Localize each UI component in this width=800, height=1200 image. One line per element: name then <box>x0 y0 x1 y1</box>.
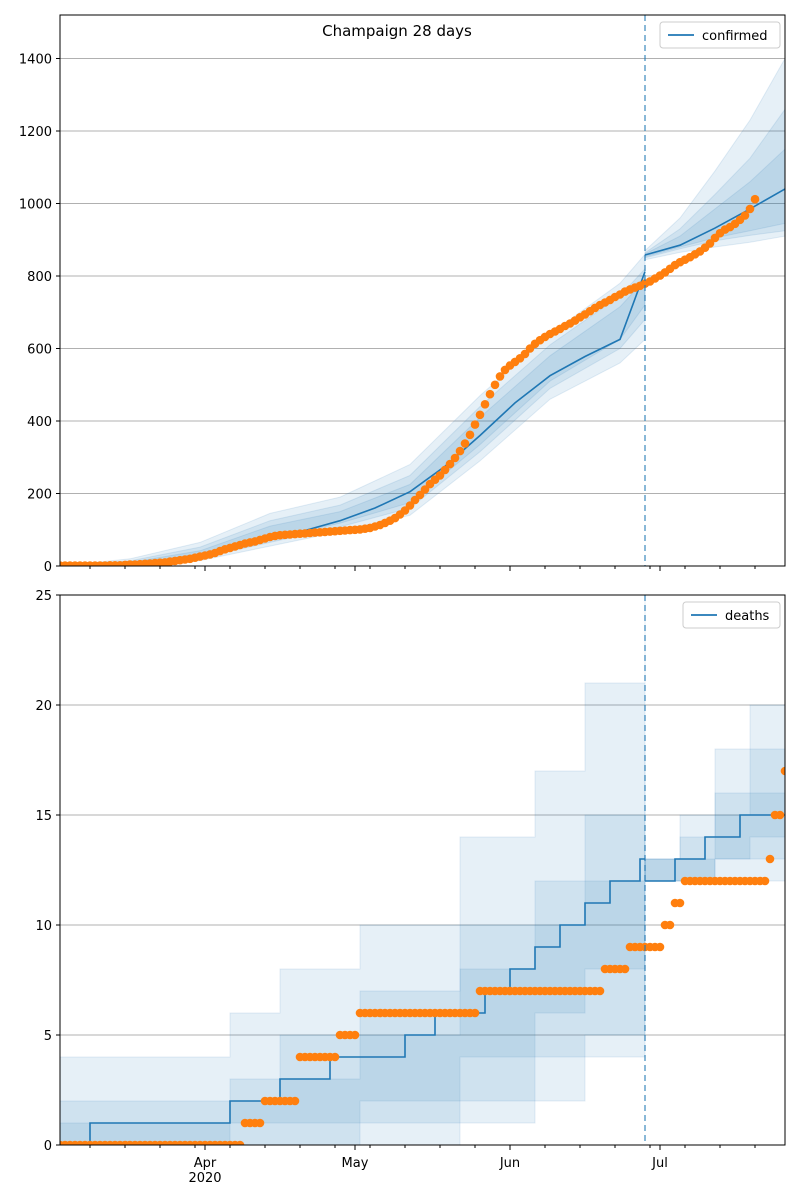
plot-frame <box>59 14 786 567</box>
y-tick-label: 10 <box>35 919 52 934</box>
observed-point <box>455 446 465 456</box>
plot-area <box>60 595 785 1145</box>
observed-point <box>740 211 750 220</box>
y-tick-label: 1400 <box>19 53 52 68</box>
legend-label: deaths <box>725 609 770 624</box>
plot-frame <box>59 594 786 1146</box>
observed-point <box>415 490 425 500</box>
x-tick-label: May <box>342 1156 369 1171</box>
observed-point <box>705 239 715 248</box>
y-tick-label: 1200 <box>19 125 52 140</box>
confirmed-panel: 0 200 400 600 800 1000 1200 1400 confirmed <box>19 14 786 575</box>
y-tick-label: 1000 <box>19 198 52 213</box>
confidence-band <box>644 108 785 259</box>
observed-point <box>620 964 630 974</box>
observed-point <box>520 349 530 359</box>
observed-point <box>450 453 460 463</box>
observed-point <box>595 986 605 996</box>
model-line-projection <box>644 188 785 256</box>
y-tick-label: 0 <box>44 1139 52 1154</box>
observed-point <box>460 439 470 448</box>
legend-label: confirmed <box>702 29 768 44</box>
observed-point <box>405 501 415 510</box>
observed-point <box>765 854 775 864</box>
chart-title: Champaign 28 days <box>322 22 472 40</box>
observed-point <box>475 410 485 420</box>
confidence-band <box>60 749 646 1145</box>
observed-point <box>760 876 770 886</box>
y-tick-label: 5 <box>44 1029 52 1044</box>
legend: deaths <box>682 601 781 629</box>
legend-box <box>682 601 781 629</box>
observed-point <box>495 372 505 381</box>
observed-point <box>435 471 445 480</box>
observed-point <box>235 1140 245 1145</box>
y-tick-label: 25 <box>35 589 52 604</box>
y-tick-label: 20 <box>35 699 52 714</box>
y-tick-label: 200 <box>27 488 52 503</box>
observed-point <box>490 380 500 390</box>
observed-point <box>470 420 480 429</box>
observed-point <box>780 766 785 776</box>
confidence-band <box>644 148 785 258</box>
y-tick-label: 400 <box>27 415 52 430</box>
x-tick-sublabel: 2020 <box>188 1171 221 1186</box>
observed-point <box>480 400 490 409</box>
legend-box <box>659 21 781 49</box>
plot-area <box>60 57 785 566</box>
x-tick-label: Apr <box>194 1156 217 1171</box>
y-tick-label: 600 <box>27 343 52 358</box>
observed-point <box>665 920 675 930</box>
observed-point <box>440 465 450 475</box>
x-tick-label: Jul <box>651 1156 668 1171</box>
y-tick-label: 800 <box>27 270 52 285</box>
observed-point <box>330 1052 340 1062</box>
observed-point <box>255 1118 265 1128</box>
y-tick-label: 15 <box>35 809 52 824</box>
legend: confirmed <box>659 21 781 49</box>
observed-point <box>655 942 665 952</box>
observed-point <box>465 430 475 440</box>
observed-point <box>775 810 785 820</box>
observed-point <box>350 1030 360 1040</box>
observed-point <box>675 898 685 908</box>
model-step-line-projection <box>645 814 785 882</box>
x-tick-label: Jun <box>499 1156 520 1171</box>
observed-point <box>470 1008 480 1018</box>
observed-point <box>445 459 455 469</box>
observed-point <box>420 485 430 494</box>
observed-point <box>485 389 495 399</box>
model-step-line <box>60 858 645 1145</box>
observed-point <box>745 204 755 214</box>
observed-point <box>290 1096 300 1106</box>
y-tick-label: 0 <box>44 560 52 575</box>
observed-point <box>750 194 760 204</box>
confidence-band <box>60 267 646 566</box>
